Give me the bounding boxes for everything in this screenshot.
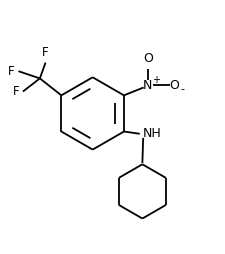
Text: F: F	[13, 85, 19, 98]
Text: -: -	[180, 84, 184, 94]
Text: F: F	[8, 65, 14, 78]
Text: +: +	[152, 75, 160, 85]
Text: O: O	[142, 52, 152, 65]
Text: N: N	[142, 79, 152, 92]
Text: NH: NH	[142, 127, 161, 140]
Text: F: F	[42, 46, 49, 59]
Text: O: O	[168, 79, 178, 92]
